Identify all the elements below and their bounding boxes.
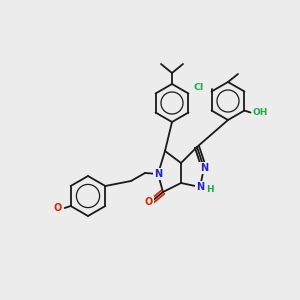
- Text: N: N: [196, 182, 204, 192]
- Text: N: N: [200, 163, 208, 173]
- Text: O: O: [54, 203, 62, 213]
- Text: Cl: Cl: [194, 83, 204, 92]
- Text: N: N: [154, 169, 162, 179]
- Text: OH: OH: [253, 108, 268, 117]
- Text: O: O: [145, 197, 153, 207]
- Text: H: H: [206, 184, 214, 194]
